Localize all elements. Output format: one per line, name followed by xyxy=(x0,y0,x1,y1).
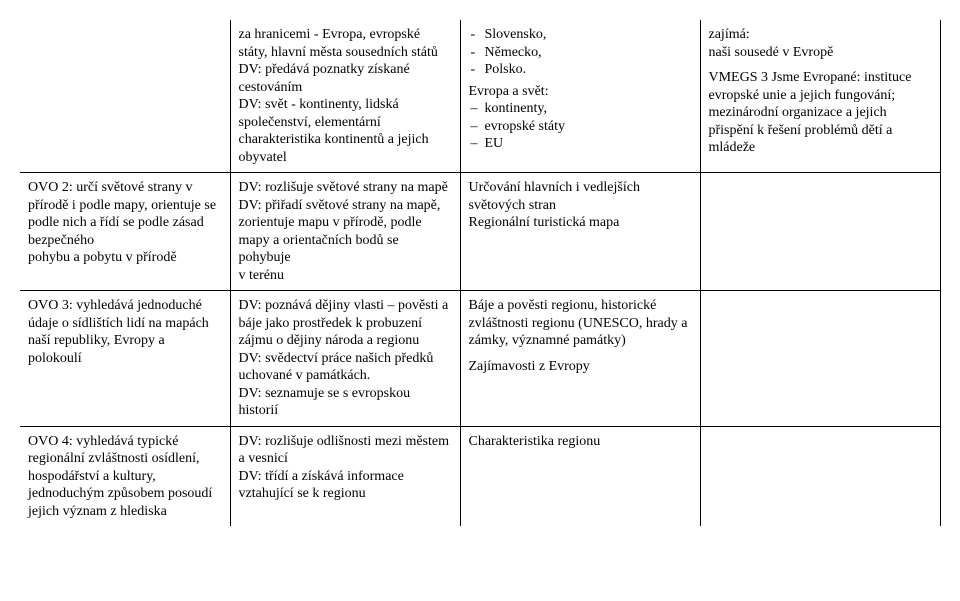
cell-r2c3: Určování hlavních i vedlejších světových… xyxy=(460,173,700,291)
text: Zajímavosti z Evropy xyxy=(469,358,692,376)
cell-r3c3: Báje a pověsti regionu, historické zvláš… xyxy=(460,291,700,427)
list-topics: kontinenty, evropské státy EU xyxy=(469,100,692,153)
text: OVO 3: vyhledává jednoduché údaje o sídl… xyxy=(28,298,209,366)
cell-r1c2: za hranicemi - Evropa, evropské státy, h… xyxy=(230,20,460,173)
text: Báje a pověsti regionu, historické zvláš… xyxy=(469,297,692,350)
list-item: Polsko. xyxy=(485,61,692,79)
table-row: OVO 3: vyhledává jednoduché údaje o sídl… xyxy=(20,291,940,427)
cell-r1c4: zajímá: naši sousedé v Evropě VMEGS 3 Js… xyxy=(700,20,940,173)
cell-r1c3: Slovensko, Německo, Polsko. Evropa a svě… xyxy=(460,20,700,173)
list-item: evropské státy xyxy=(485,118,692,136)
cell-r4c2: DV: rozlišuje odlišnosti mezi městem a v… xyxy=(230,426,460,526)
list-countries: Slovensko, Německo, Polsko. xyxy=(469,26,692,79)
curriculum-table: za hranicemi - Evropa, evropské státy, h… xyxy=(20,20,941,526)
text: DV: rozlišuje odlišnosti mezi městem a v… xyxy=(239,434,450,502)
cell-r4c3: Charakteristika regionu xyxy=(460,426,700,526)
text: DV: poznává dějiny vlasti – pověsti a bá… xyxy=(239,298,449,418)
text: kontinenty, xyxy=(485,101,547,116)
table-row: za hranicemi - Evropa, evropské státy, h… xyxy=(20,20,940,173)
text: VMEGS 3 Jsme Evropané: instituce evropsk… xyxy=(709,69,932,157)
text: evropské státy xyxy=(485,119,565,134)
list-item: Německo, xyxy=(485,44,692,62)
table-row: OVO 4: vyhledává typické regionální zvlá… xyxy=(20,426,940,526)
text: Německo, xyxy=(485,45,542,60)
cell-r3c1: OVO 3: vyhledává jednoduché údaje o sídl… xyxy=(20,291,230,427)
text: Polsko. xyxy=(485,62,527,77)
text: Určování hlavních i vedlejších světových… xyxy=(469,180,640,230)
text: Evropa a svět: xyxy=(469,83,692,101)
table-row: OVO 2: určí světové strany v přírodě i p… xyxy=(20,173,940,291)
cell-r4c1: OVO 4: vyhledává typické regionální zvlá… xyxy=(20,426,230,526)
list-item: kontinenty, xyxy=(485,100,692,118)
cell-r3c4 xyxy=(700,291,940,427)
text: Charakteristika regionu xyxy=(469,434,601,449)
cell-r2c1: OVO 2: určí světové strany v přírodě i p… xyxy=(20,173,230,291)
text: Slovensko, xyxy=(485,27,547,42)
list-item: Slovensko, xyxy=(485,26,692,44)
text: OVO 2: určí světové strany v přírodě i p… xyxy=(28,180,216,265)
cell-r1c1 xyxy=(20,20,230,173)
cell-r2c2: DV: rozlišuje světové strany na mapě DV:… xyxy=(230,173,460,291)
text: OVO 4: vyhledává typické regionální zvlá… xyxy=(28,434,212,519)
text: za hranicemi - Evropa, evropské státy, h… xyxy=(239,27,438,165)
list-item: EU xyxy=(485,135,692,153)
text: DV: rozlišuje světové strany na mapě DV:… xyxy=(239,180,448,283)
cell-r2c4 xyxy=(700,173,940,291)
cell-r3c2: DV: poznává dějiny vlasti – pověsti a bá… xyxy=(230,291,460,427)
text: zajímá: naši sousedé v Evropě xyxy=(709,26,932,61)
text: EU xyxy=(485,136,504,151)
cell-r4c4 xyxy=(700,426,940,526)
